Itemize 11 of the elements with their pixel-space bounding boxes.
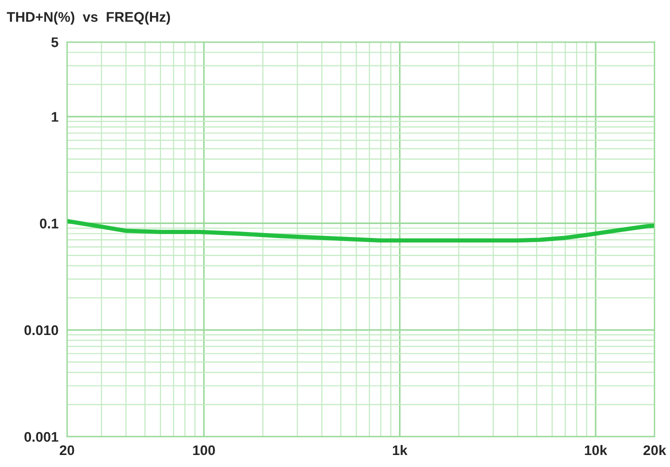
y-tick-label: 0.1 <box>40 218 58 228</box>
x-tick-label: 100 <box>193 445 215 456</box>
x-tick-label: 20 <box>60 445 74 456</box>
y-tick-label: 1 <box>52 112 58 122</box>
y-tick-label: 5 <box>51 38 58 48</box>
x-tick-label: 20k <box>643 444 666 456</box>
x-tick-label: 1k <box>392 444 408 456</box>
chart-title: THD+N(%) vs FREQ(Hz) <box>6 12 170 25</box>
x-tick-label: 10k <box>584 444 608 456</box>
y-tick-label: 0.001 <box>24 432 58 442</box>
y-tick-label: 0.010 <box>24 325 58 336</box>
